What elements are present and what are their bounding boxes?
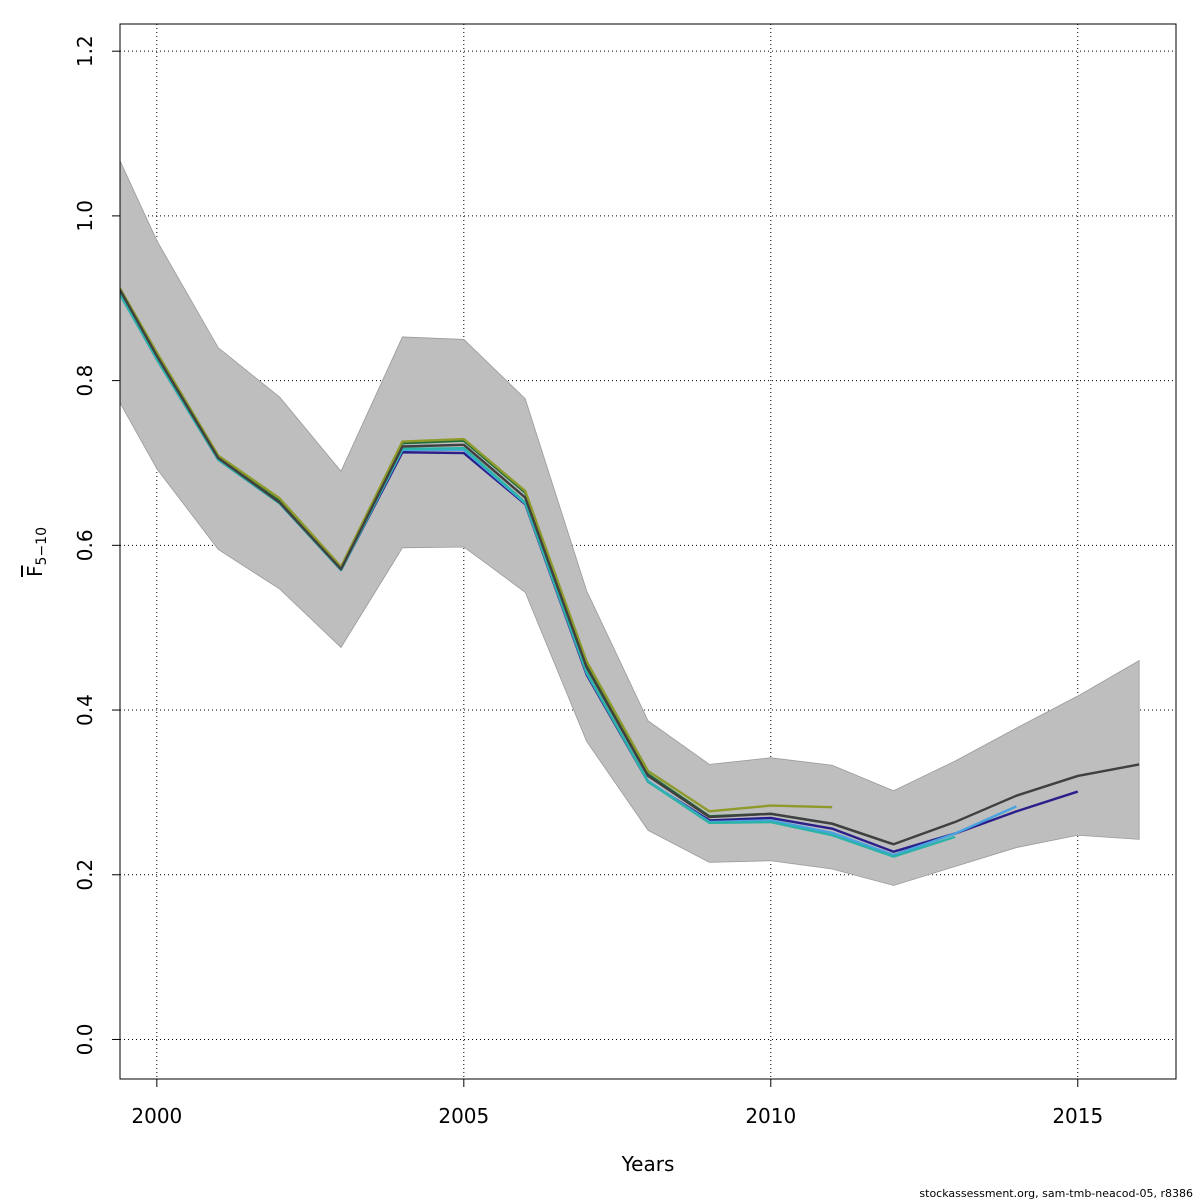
y-tick-label: 0.0	[73, 1024, 97, 1056]
y-tick-label: 0.4	[73, 694, 97, 726]
series-layer	[120, 287, 1140, 858]
y-tick-label: 1.0	[73, 200, 97, 232]
series-line-1	[120, 289, 1140, 846]
x-tick-label: 2010	[745, 1104, 796, 1128]
x-tick-label: 2005	[438, 1104, 489, 1128]
y-tick-label: 0.2	[73, 859, 97, 891]
x-axis-title: Years	[621, 1152, 675, 1176]
confidence-band-layer	[120, 160, 1140, 886]
y-tick-label: 0.8	[73, 365, 97, 397]
y-axis-title-main: F	[23, 565, 47, 577]
y-axis-title: F5−10	[23, 527, 50, 577]
y-tick-label: 0.6	[73, 529, 97, 561]
y-tick-label: 1.2	[73, 35, 97, 67]
x-axis: 2000 2005 2010 2015	[131, 1079, 1103, 1128]
x-tick-label: 2000	[131, 1104, 182, 1128]
svg-text:F5−10: F5−10	[23, 527, 50, 577]
series-line-6	[120, 287, 833, 813]
y-axis: 0.0 0.2 0.4 0.6 0.8 1.0 1.2	[73, 35, 120, 1055]
confidence-band	[120, 160, 1140, 886]
plot-frame	[119, 23, 1177, 1080]
source-note: stockassessment.org, sam-tmb-neacod-05, …	[919, 1187, 1193, 1200]
y-axis-title-subscript: 5−10	[34, 527, 50, 565]
x-tick-label: 2015	[1052, 1104, 1103, 1128]
